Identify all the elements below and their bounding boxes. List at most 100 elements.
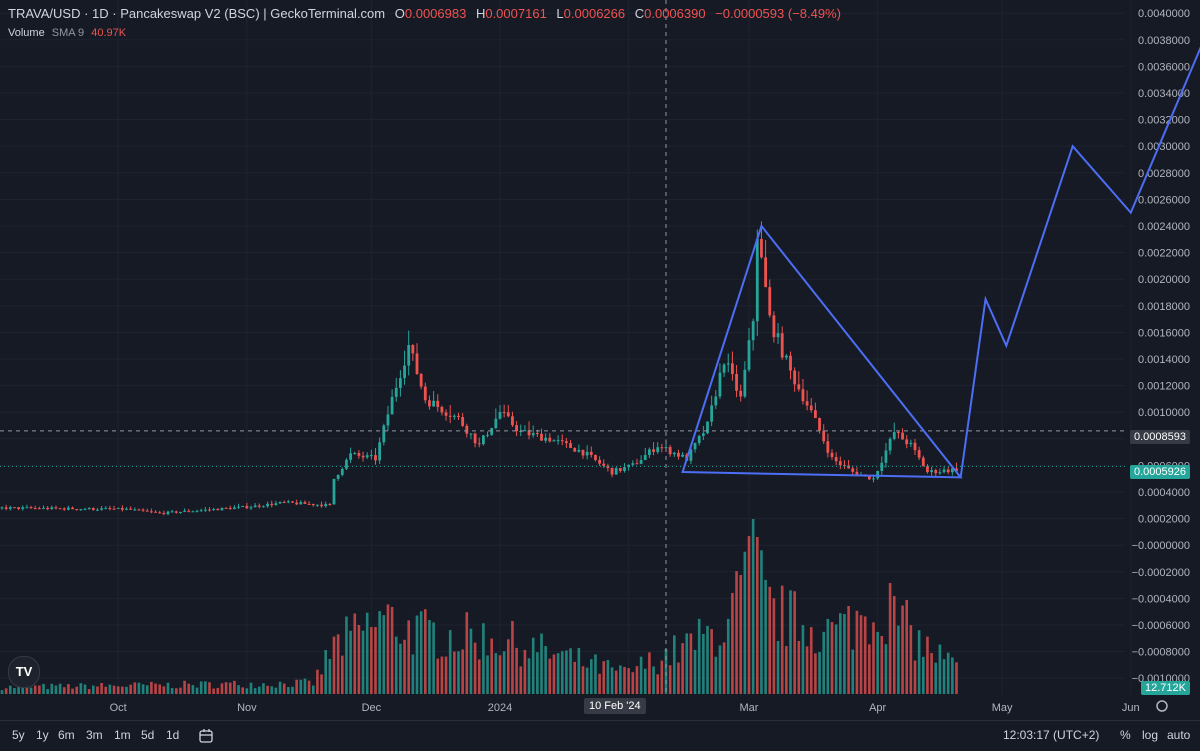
candle-body <box>320 504 323 507</box>
y-tick-label: −0.0008000 <box>1132 647 1190 659</box>
volume-bar <box>220 683 224 694</box>
volume-bar <box>241 687 244 694</box>
symbol-title[interactable]: TRAVA/USD · 1D · Pancakeswap V2 (BSC) | … <box>8 6 386 21</box>
candle-body <box>784 355 788 358</box>
candle-body <box>104 508 108 510</box>
volume-bar <box>79 683 83 694</box>
candle-body <box>477 443 481 445</box>
timeframe-6m[interactable]: 6m <box>58 728 75 742</box>
volume-bar <box>922 656 925 694</box>
volume-bar <box>274 687 278 694</box>
candle-body <box>378 442 382 461</box>
candle-body <box>681 454 684 457</box>
candle-body <box>274 503 278 506</box>
clock-timezone[interactable]: 12:03:17 (UTC+2) <box>1003 728 1100 742</box>
timeframe-1y[interactable]: 1y <box>36 728 49 742</box>
volume-value: 40.97K <box>91 27 127 39</box>
volume-bar <box>946 652 950 694</box>
candle-body <box>581 449 585 456</box>
candle-body <box>241 505 245 507</box>
volume-bar <box>573 661 576 694</box>
candle-body <box>768 287 772 316</box>
candle-body <box>548 437 552 442</box>
y-tick-label: 0.0032000 <box>1138 115 1190 127</box>
candle-body <box>589 451 593 456</box>
y-tick-label: −0.0006000 <box>1132 620 1190 632</box>
timeframe-5d[interactable]: 5d <box>141 728 155 742</box>
candle-body <box>399 378 402 388</box>
timeframe-3m[interactable]: 3m <box>86 728 103 742</box>
volume-legend[interactable]: Volume SMA 9 40.97K <box>8 27 126 39</box>
candle-body <box>469 433 473 435</box>
crosshair-price-tag: 0.0008593 <box>1130 430 1190 444</box>
date-range-icon[interactable] <box>198 727 216 745</box>
timeframe-1d[interactable]: 1d <box>166 728 180 742</box>
candle-body <box>170 511 174 513</box>
price-chart[interactable]: 0.00420000.00400000.00380000.00360000.00… <box>0 0 1200 720</box>
candle-body <box>432 400 435 407</box>
candle-body <box>212 508 216 510</box>
volume-bar <box>150 681 153 694</box>
tradingview-logo-icon[interactable]: TV <box>8 656 40 688</box>
volume-bar <box>453 651 456 694</box>
candle-body <box>780 333 784 358</box>
volume-bar <box>951 657 954 694</box>
volume-bar <box>183 680 186 694</box>
volume-bar <box>50 683 54 694</box>
volume-bar <box>96 686 99 694</box>
candle-body <box>307 503 311 505</box>
volume-bar <box>656 674 659 694</box>
volume-bar <box>627 668 630 694</box>
candle-body <box>797 384 801 390</box>
candle-body <box>490 428 494 435</box>
timeframe-5y[interactable]: 5y <box>12 728 25 742</box>
log-toggle[interactable]: log <box>1142 728 1159 742</box>
candle-body <box>444 412 448 416</box>
percent-toggle[interactable]: % <box>1120 728 1131 742</box>
volume-bar <box>511 620 514 694</box>
candle-body <box>224 507 228 509</box>
candle-body <box>527 430 531 436</box>
candle-body <box>689 449 693 461</box>
close-label: C <box>634 6 645 21</box>
y-tick-label: 0.0022000 <box>1138 248 1190 260</box>
y-tick-label: 0.0014000 <box>1138 354 1190 366</box>
volume-bar <box>100 682 103 694</box>
volume-bar <box>507 639 510 694</box>
low-label: L <box>556 6 564 21</box>
candle-body <box>361 455 365 458</box>
candle-body <box>158 512 162 514</box>
candle-body <box>415 353 419 375</box>
volume-bar <box>4 688 8 694</box>
settings-gear-icon[interactable] <box>1156 700 1168 712</box>
volume-bar <box>888 583 892 694</box>
candle-body <box>100 508 103 510</box>
candle-body <box>37 508 41 510</box>
candle-body <box>365 455 369 458</box>
volume-bar <box>560 651 564 694</box>
candle-body <box>755 239 759 322</box>
y-tick-label: 0.0028000 <box>1138 168 1190 180</box>
candle-body <box>154 511 157 513</box>
volume-bar <box>610 667 614 694</box>
candle-body <box>618 468 622 471</box>
auto-toggle[interactable]: auto <box>1167 728 1191 742</box>
candle-body <box>486 434 489 436</box>
candle-body <box>162 512 166 515</box>
volume-bar <box>934 662 938 694</box>
candle-body <box>174 511 178 513</box>
candle-body <box>340 468 344 475</box>
timeframe-1m[interactable]: 1m <box>114 728 131 742</box>
candle-body <box>569 443 572 449</box>
volume-bar <box>834 624 838 694</box>
volume-bar <box>884 644 888 694</box>
volume-bar <box>353 613 357 694</box>
volume-bar <box>548 658 552 694</box>
volume-bar <box>743 551 747 694</box>
candle-body <box>847 465 850 469</box>
volume-bar <box>212 688 215 694</box>
volume-bar <box>38 685 41 694</box>
candle-body <box>336 474 340 479</box>
candle-body <box>511 416 514 426</box>
candle-body <box>498 412 502 419</box>
